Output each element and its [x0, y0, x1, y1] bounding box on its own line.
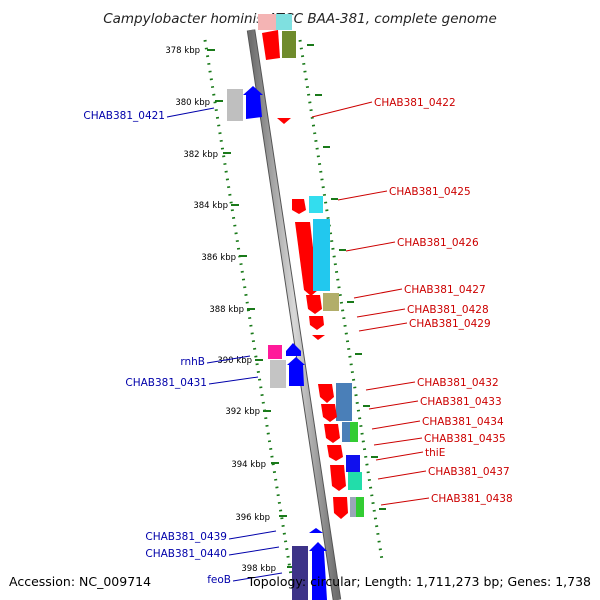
right-callout-lines	[311, 101, 430, 506]
gene-block	[313, 219, 330, 291]
gene-label: CHAB381_0428	[407, 304, 489, 316]
gene-block	[342, 422, 350, 442]
gene-label: rnhB	[180, 356, 205, 368]
gene-block	[323, 293, 339, 311]
ruler-label: 378 kbp	[165, 46, 200, 56]
gene-block	[243, 86, 263, 119]
ruler-label: 386 kbp	[201, 253, 236, 263]
left-dotted-guide	[203, 39, 297, 600]
genome-summary-text: Topology: circular; Length: 1,711,273 bp…	[247, 574, 591, 589]
ruler-label: 392 kbp	[225, 407, 260, 417]
ruler-label: 380 kbp	[175, 98, 210, 108]
gene-block	[356, 497, 364, 517]
ruler-label: 384 kbp	[193, 201, 228, 211]
gene-block	[277, 118, 291, 124]
gene-block	[292, 199, 306, 214]
gene-label: CHAB381_0434	[422, 416, 504, 428]
gene-block	[330, 465, 346, 491]
gene-block	[295, 222, 318, 296]
gene-block	[306, 295, 322, 314]
ruler-labels: 378 kbp 380 kbp 382 kbp 384 kbp 386 kbp …	[165, 46, 276, 574]
gene-label: thiE	[425, 447, 445, 459]
gene-label: CHAB381_0422	[374, 97, 456, 109]
gene-block	[286, 343, 301, 356]
gene-label: CHAB381_0427	[404, 284, 486, 296]
accession-text: Accession: NC_009714	[9, 574, 151, 589]
gene-label: CHAB381_0437	[428, 466, 510, 478]
gene-block	[336, 383, 352, 421]
gene-block	[312, 335, 325, 340]
gene-block	[309, 316, 324, 330]
gene-block	[346, 455, 360, 472]
gene-label: CHAB381_0425	[389, 186, 471, 198]
gene-label: CHAB381_0435	[424, 433, 506, 445]
gene-label: CHAB381_0433	[420, 396, 502, 408]
gene-label: CHAB381_0440	[145, 548, 227, 560]
gene-block	[227, 89, 243, 121]
backbone	[247, 29, 341, 600]
gene-block	[324, 424, 340, 443]
gene-block	[309, 528, 323, 533]
gene-block	[321, 404, 337, 422]
ruler-label: 394 kbp	[231, 460, 266, 470]
gene-label: CHAB381_0431	[125, 377, 207, 389]
gene-block	[258, 14, 276, 30]
gene-block	[292, 546, 308, 600]
gene-block	[270, 360, 286, 388]
gene-block	[268, 345, 282, 359]
map-title: Campylobacter hominis ATCC BAA-381, comp…	[103, 11, 497, 27]
gene-features	[227, 14, 364, 600]
gene-label: CHAB381_0429	[409, 318, 491, 330]
gene-block	[309, 196, 323, 213]
gene-block	[350, 497, 356, 517]
ruler-label: 382 kbp	[183, 150, 218, 160]
right-labels: CHAB381_0422 CHAB381_0425 CHAB381_0426 C…	[374, 97, 513, 505]
gene-block	[333, 497, 348, 519]
ruler-label: 388 kbp	[209, 305, 244, 315]
gene-label: CHAB381_0432	[417, 377, 499, 389]
ruler-label: 398 kbp	[241, 564, 276, 574]
gene-block	[282, 31, 296, 58]
gene-block	[327, 445, 343, 461]
gene-block	[318, 384, 334, 403]
gene-block	[348, 472, 362, 490]
gene-block	[309, 542, 327, 600]
gene-block	[276, 14, 292, 30]
gene-label: feoB	[207, 574, 231, 586]
ruler-label: 396 kbp	[235, 513, 270, 523]
left-labels: CHAB381_0421 rnhB CHAB381_0431 CHAB381_0…	[83, 110, 231, 586]
gene-label: CHAB381_0426	[397, 237, 479, 249]
gene-block	[287, 357, 305, 386]
gene-block	[350, 422, 358, 442]
ruler-ticks	[207, 44, 386, 568]
gene-label: CHAB381_0421	[83, 110, 165, 122]
gene-label: CHAB381_0438	[431, 493, 513, 505]
left-callout-lines	[166, 107, 283, 582]
gene-label: CHAB381_0439	[145, 531, 227, 543]
gene-block	[262, 30, 280, 60]
ruler-label: 390 kbp	[217, 356, 252, 366]
